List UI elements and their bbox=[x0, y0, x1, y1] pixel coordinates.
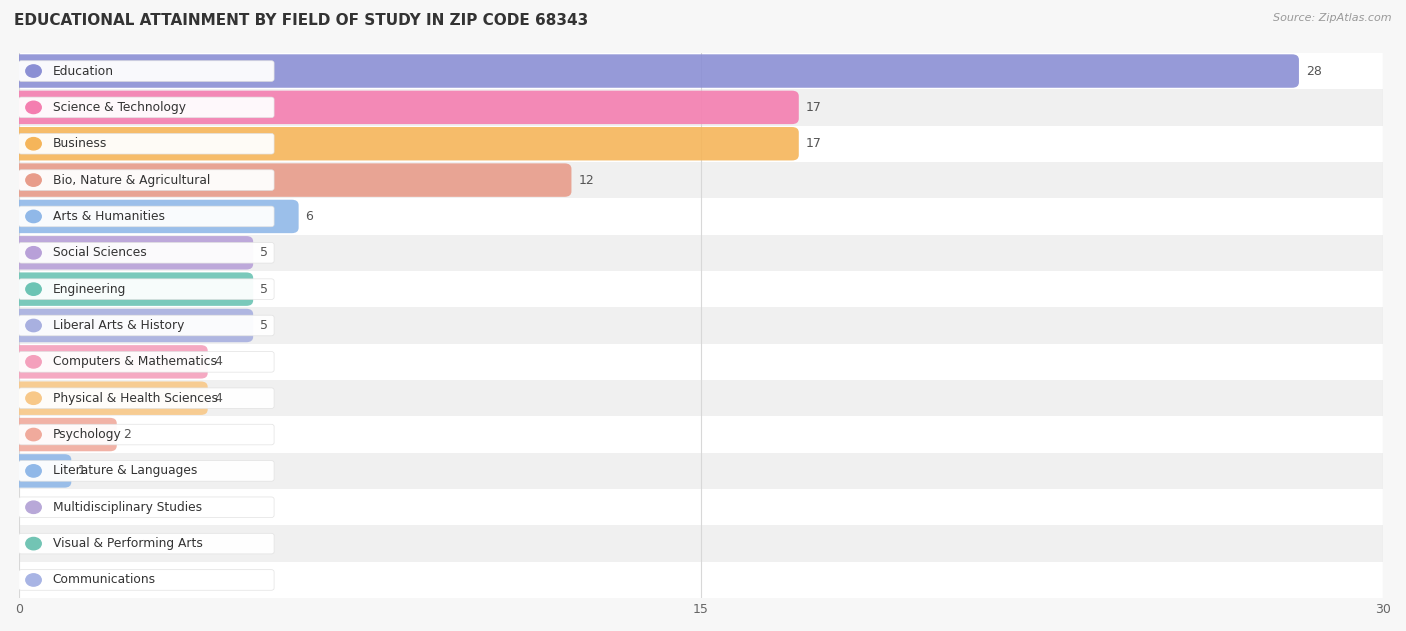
Text: 6: 6 bbox=[305, 210, 314, 223]
Circle shape bbox=[25, 501, 41, 514]
Text: 5: 5 bbox=[260, 319, 269, 332]
Circle shape bbox=[25, 574, 41, 586]
Circle shape bbox=[25, 283, 41, 295]
Text: 28: 28 bbox=[1306, 64, 1322, 78]
FancyBboxPatch shape bbox=[18, 497, 274, 517]
Text: 4: 4 bbox=[215, 392, 222, 404]
FancyBboxPatch shape bbox=[18, 133, 274, 154]
Text: 5: 5 bbox=[260, 283, 269, 296]
Circle shape bbox=[25, 428, 41, 440]
FancyBboxPatch shape bbox=[18, 388, 274, 408]
FancyBboxPatch shape bbox=[18, 570, 274, 590]
Text: Communications: Communications bbox=[52, 574, 156, 586]
Text: Multidisciplinary Studies: Multidisciplinary Studies bbox=[52, 501, 201, 514]
Text: Physical & Health Sciences: Physical & Health Sciences bbox=[52, 392, 218, 404]
Text: 2: 2 bbox=[124, 428, 131, 441]
FancyBboxPatch shape bbox=[13, 454, 72, 488]
FancyBboxPatch shape bbox=[18, 170, 274, 191]
Bar bbox=[20, 489, 1384, 526]
Text: 1: 1 bbox=[79, 464, 86, 478]
Circle shape bbox=[25, 247, 41, 259]
Text: 4: 4 bbox=[215, 355, 222, 369]
Text: Psychology: Psychology bbox=[52, 428, 121, 441]
FancyBboxPatch shape bbox=[18, 242, 274, 263]
Bar bbox=[20, 307, 1384, 344]
FancyBboxPatch shape bbox=[13, 127, 799, 160]
FancyBboxPatch shape bbox=[18, 316, 274, 336]
Text: Engineering: Engineering bbox=[52, 283, 127, 296]
Text: 0: 0 bbox=[31, 501, 38, 514]
Circle shape bbox=[25, 138, 41, 150]
Circle shape bbox=[25, 210, 41, 223]
Circle shape bbox=[25, 65, 41, 77]
FancyBboxPatch shape bbox=[13, 273, 253, 306]
Text: EDUCATIONAL ATTAINMENT BY FIELD OF STUDY IN ZIP CODE 68343: EDUCATIONAL ATTAINMENT BY FIELD OF STUDY… bbox=[14, 13, 588, 28]
Circle shape bbox=[25, 356, 41, 368]
Text: Social Sciences: Social Sciences bbox=[52, 246, 146, 259]
Text: Science & Technology: Science & Technology bbox=[52, 101, 186, 114]
FancyBboxPatch shape bbox=[13, 309, 253, 342]
Bar bbox=[20, 380, 1384, 416]
Text: 12: 12 bbox=[578, 174, 593, 187]
Text: Computers & Mathematics: Computers & Mathematics bbox=[52, 355, 217, 369]
FancyBboxPatch shape bbox=[13, 418, 117, 451]
Bar bbox=[20, 271, 1384, 307]
Circle shape bbox=[25, 465, 41, 477]
Text: Visual & Performing Arts: Visual & Performing Arts bbox=[52, 537, 202, 550]
FancyBboxPatch shape bbox=[18, 533, 274, 554]
Circle shape bbox=[25, 392, 41, 404]
Text: Arts & Humanities: Arts & Humanities bbox=[52, 210, 165, 223]
Bar bbox=[20, 126, 1384, 162]
FancyBboxPatch shape bbox=[13, 345, 208, 379]
FancyBboxPatch shape bbox=[13, 91, 799, 124]
FancyBboxPatch shape bbox=[13, 163, 571, 197]
FancyBboxPatch shape bbox=[13, 54, 1299, 88]
Bar bbox=[20, 162, 1384, 198]
Text: 17: 17 bbox=[806, 137, 821, 150]
Circle shape bbox=[25, 319, 41, 332]
Circle shape bbox=[25, 174, 41, 186]
Text: Source: ZipAtlas.com: Source: ZipAtlas.com bbox=[1274, 13, 1392, 23]
FancyBboxPatch shape bbox=[13, 382, 208, 415]
FancyBboxPatch shape bbox=[18, 461, 274, 481]
FancyBboxPatch shape bbox=[18, 206, 274, 227]
Circle shape bbox=[25, 538, 41, 550]
Text: Business: Business bbox=[52, 137, 107, 150]
FancyBboxPatch shape bbox=[18, 351, 274, 372]
FancyBboxPatch shape bbox=[18, 97, 274, 118]
Bar bbox=[20, 53, 1384, 89]
Circle shape bbox=[25, 101, 41, 114]
Text: Liberal Arts & History: Liberal Arts & History bbox=[52, 319, 184, 332]
Text: Literature & Languages: Literature & Languages bbox=[52, 464, 197, 478]
FancyBboxPatch shape bbox=[18, 279, 274, 300]
FancyBboxPatch shape bbox=[13, 200, 298, 233]
Bar bbox=[20, 235, 1384, 271]
Bar bbox=[20, 562, 1384, 598]
Bar bbox=[20, 452, 1384, 489]
Text: 17: 17 bbox=[806, 101, 821, 114]
Bar bbox=[20, 198, 1384, 235]
FancyBboxPatch shape bbox=[18, 61, 274, 81]
Text: 0: 0 bbox=[31, 537, 38, 550]
Text: 5: 5 bbox=[260, 246, 269, 259]
Text: 0: 0 bbox=[31, 574, 38, 586]
Bar bbox=[20, 526, 1384, 562]
Text: Bio, Nature & Agricultural: Bio, Nature & Agricultural bbox=[52, 174, 209, 187]
FancyBboxPatch shape bbox=[13, 236, 253, 269]
Bar bbox=[20, 416, 1384, 452]
Bar bbox=[20, 89, 1384, 126]
FancyBboxPatch shape bbox=[18, 424, 274, 445]
Bar bbox=[20, 344, 1384, 380]
Text: Education: Education bbox=[52, 64, 114, 78]
